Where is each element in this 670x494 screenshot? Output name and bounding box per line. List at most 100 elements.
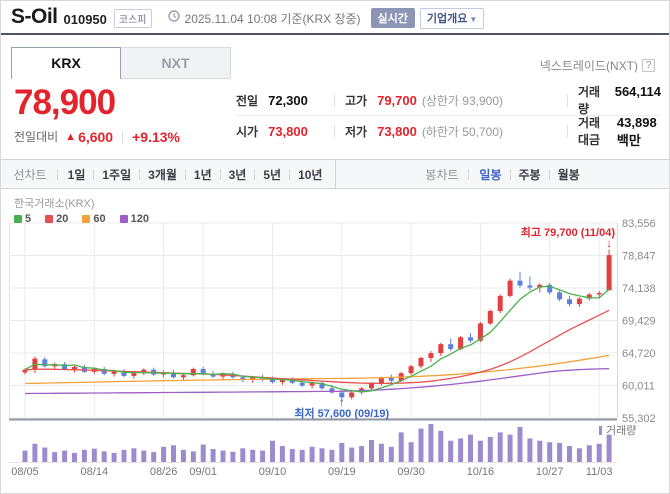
y-axis-label: 69,429 — [622, 316, 656, 328]
range-1년[interactable]: 1년 — [193, 167, 212, 182]
range-1일[interactable]: 1일 — [67, 167, 86, 182]
range-10년[interactable]: 10년 — [298, 167, 323, 182]
volume-bar — [171, 445, 176, 462]
divider — [122, 130, 124, 143]
volume-bar — [319, 448, 325, 462]
candle-body — [507, 280, 513, 296]
mode-일봉[interactable]: 일봉 — [479, 167, 502, 182]
volume-bar — [606, 434, 612, 462]
divider — [289, 168, 291, 180]
clock-icon — [167, 9, 180, 27]
detail-value: 43,898 백만 — [616, 115, 657, 148]
legend-swatch-icon — [82, 215, 91, 223]
x-axis-label: 08/14 — [81, 466, 109, 478]
divider — [567, 125, 568, 138]
line-chart-label: 선차트 — [13, 167, 47, 182]
stock-code: 010950 — [63, 11, 107, 27]
tab-krx[interactable]: KRX — [11, 47, 121, 79]
volume-bar — [190, 451, 196, 462]
volume-bar — [91, 448, 97, 462]
candle-body — [567, 299, 572, 305]
range-5년[interactable]: 5년 — [263, 167, 282, 182]
candle-body — [388, 377, 394, 381]
y-axis-label: 74,138 — [622, 283, 656, 295]
chart-toolbar: 선차트 1일 1주일 3개월 1년 3년 5년 10년 봉차트 일봉 주봉 월봉 — [1, 159, 669, 189]
candle-body — [369, 383, 374, 389]
candle-body — [309, 382, 315, 386]
price-change-row: 전일대비 ▲ 6,600 +9.13% — [14, 128, 180, 145]
volume-bar — [576, 448, 582, 462]
volume-bar — [378, 443, 384, 462]
price-area: 78,900 전일대비 ▲ 6,600 +9.13% — [14, 85, 180, 145]
legend-label: 60 — [93, 213, 106, 225]
x-axis-label: 09/19 — [328, 466, 356, 478]
high-annotation: 최고 79,700 (11/04) — [521, 225, 616, 239]
legend-label: 120 — [130, 213, 149, 225]
range-3년[interactable]: 3년 — [228, 167, 247, 182]
volume-bar — [349, 447, 355, 462]
detail-row: 시가 73,800 저가 73,800 (하한가 50,700) 거래대금 43,898 백… — [236, 114, 661, 149]
detail-label: 고가 — [345, 93, 368, 108]
change-percent: +9.13% — [132, 128, 180, 145]
high-arrow-icon: ↓ — [606, 236, 612, 250]
detail-label: 거래대금 — [578, 116, 601, 147]
tab-nxt[interactable]: NXT — [121, 47, 231, 79]
divider — [56, 168, 58, 180]
legend-swatch-icon — [45, 215, 54, 223]
divider — [334, 93, 335, 107]
volume-bar — [32, 443, 38, 462]
range-1주일[interactable]: 1주일 — [102, 167, 132, 182]
mode-주봉[interactable]: 주봉 — [518, 167, 541, 182]
chart-legend: 한국거래소(KRX) 5 20 60 120 — [14, 195, 163, 225]
candle-body — [428, 353, 434, 358]
volume-bar — [279, 446, 285, 462]
x-axis-label: 09/30 — [397, 466, 425, 478]
volume-bar — [250, 449, 256, 462]
volume-bar — [131, 448, 137, 462]
y-axis-label: 78,847 — [622, 251, 656, 263]
legend-swatch-icon — [14, 215, 22, 223]
up-arrow-icon: ▲ — [65, 130, 77, 143]
volume-bar — [220, 450, 226, 462]
candle-body — [448, 344, 454, 349]
candle-body — [487, 311, 493, 324]
volume-bar — [111, 452, 117, 462]
market-tabs: KRX NXT — [11, 47, 231, 79]
x-axis-label: 10/27 — [536, 466, 564, 478]
volume-bar — [388, 446, 394, 462]
volume-bar — [438, 430, 444, 462]
nxt-info: 넥스트레이드(NXT) ? — [540, 57, 655, 74]
volume-bar — [359, 446, 365, 462]
detail-label: 거래량 — [578, 85, 601, 116]
detail-value: 72,300 — [268, 92, 308, 108]
divider — [254, 168, 256, 180]
candle-body — [418, 357, 424, 367]
volume-bar — [81, 449, 87, 462]
market-badge: 코스피 — [113, 9, 152, 28]
realtime-badge: 실시간 — [370, 8, 415, 28]
detail-cell-거래대금: 거래대금 43,898 백만 — [578, 114, 661, 149]
ma-legend-5: 5 — [14, 213, 31, 225]
candle-body — [131, 373, 137, 376]
volume-bar — [22, 450, 28, 462]
x-axis-label: 09/01 — [189, 466, 217, 478]
detail-sub-value: (하한가 50,700) — [421, 125, 504, 139]
candle-body — [240, 377, 246, 381]
help-icon[interactable]: ? — [642, 59, 655, 72]
volume-bar — [270, 440, 275, 462]
company-overview-button[interactable]: 기업개요 ▼ — [419, 7, 485, 29]
legend-swatch-icon — [119, 215, 128, 223]
volume-bar — [289, 449, 295, 462]
volume-bar — [72, 452, 77, 462]
candle-body — [537, 284, 543, 288]
mode-월봉[interactable]: 월봉 — [557, 167, 580, 182]
divider — [468, 168, 470, 180]
x-axis-label: 10/16 — [467, 466, 495, 478]
candle-body — [180, 375, 186, 378]
volume-bar — [339, 443, 345, 462]
range-3개월[interactable]: 3개월 — [148, 167, 177, 182]
candle-body — [477, 323, 483, 341]
volume-bar — [230, 451, 236, 462]
ma-legend-items: 5 20 60 120 — [14, 213, 163, 225]
volume-bar — [260, 450, 266, 462]
